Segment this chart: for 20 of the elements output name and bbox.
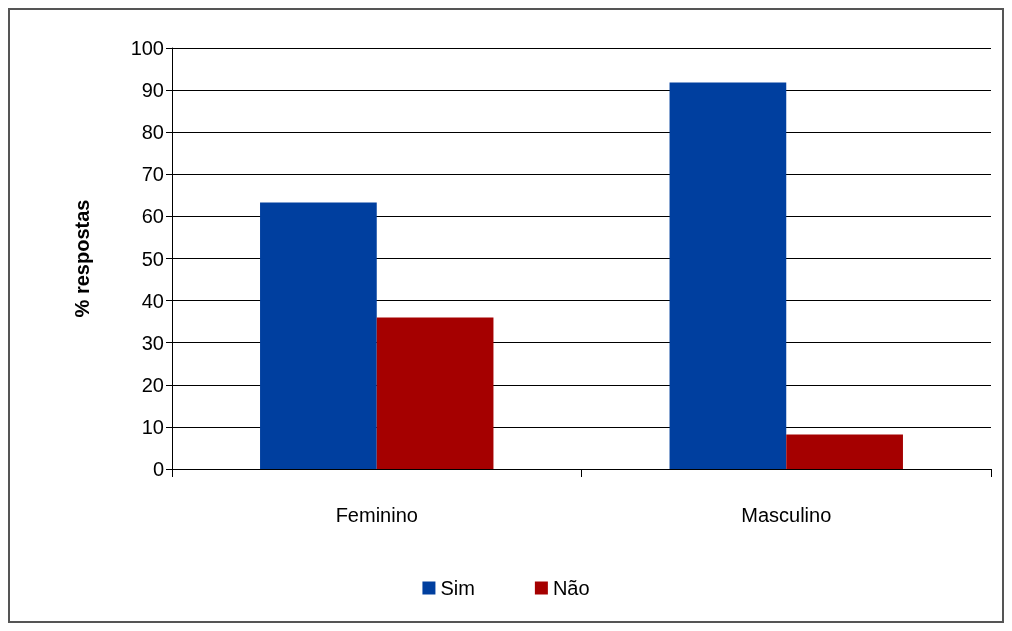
bar — [260, 202, 377, 469]
bar — [786, 434, 903, 469]
y-tick-label: 20 — [141, 373, 164, 396]
y-tick-label: 100 — [130, 37, 164, 59]
y-axis-title: % respostas — [71, 199, 93, 318]
y-tick-label: 40 — [141, 289, 164, 312]
x-tick-label: Masculino — [741, 504, 832, 526]
y-tick-label: 80 — [141, 121, 164, 144]
y-tick-label: 90 — [141, 79, 164, 102]
x-tick-label: Feminino — [335, 504, 418, 526]
legend-label: Não — [552, 577, 590, 599]
y-tick-label: 30 — [141, 331, 164, 354]
legend-label: Sim — [440, 577, 475, 599]
y-tick-label: 70 — [141, 163, 164, 186]
bar — [376, 317, 494, 469]
bar — [669, 82, 787, 469]
y-tick-label: 0 — [152, 458, 164, 480]
y-tick-label: 60 — [141, 205, 164, 228]
y-tick-label: 50 — [141, 247, 164, 270]
y-tick-label: 10 — [141, 415, 164, 438]
